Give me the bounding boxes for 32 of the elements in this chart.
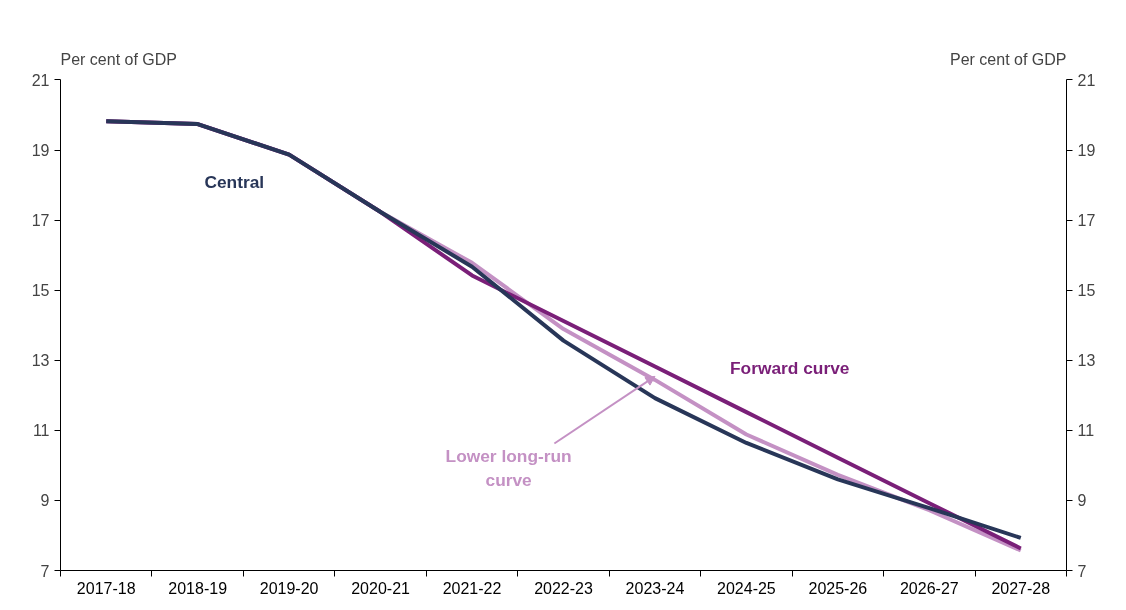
x-tick-label: 2023-24 xyxy=(625,579,685,597)
y2-tick-label: 13 xyxy=(1077,352,1096,370)
text: Lower long-run curve xyxy=(445,446,572,491)
x-tick-label: 2025-26 xyxy=(808,579,868,597)
x-tick-label: 2026-27 xyxy=(899,579,959,597)
x-tick-label: 2018-19 xyxy=(168,579,228,597)
x-tick-label: 2020-21 xyxy=(351,579,411,597)
series-label: Forward curve xyxy=(730,358,850,379)
y-tick-label: 9 xyxy=(40,492,50,510)
y-tick-label: 19 xyxy=(31,142,50,160)
x-tick-label: 2021-22 xyxy=(442,579,502,597)
y2-tick-label: 19 xyxy=(1077,142,1096,160)
y-tick-label: 11 xyxy=(32,422,50,440)
series-label: Central xyxy=(204,171,265,192)
y-tick-label: 17 xyxy=(31,212,50,230)
y2-tick-label: 15 xyxy=(1077,282,1096,300)
y2-tick-label: 7 xyxy=(1077,562,1087,580)
y2-tick-label: 11 xyxy=(1077,422,1095,440)
x-tick-label: 2022-23 xyxy=(534,579,593,597)
x-tick-label: 2019-20 xyxy=(259,579,319,597)
y-axis-title: Per cent of GDP xyxy=(60,50,177,68)
y-tick-label: 13 xyxy=(31,352,50,370)
y2-tick-label: 17 xyxy=(1077,212,1096,230)
y2-tick-label: 21 xyxy=(1077,71,1096,89)
y2-axis-title: Per cent of GDP xyxy=(950,50,1067,68)
x-tick-label: 2017-18 xyxy=(76,579,136,597)
y-tick-label: 21 xyxy=(31,71,50,89)
y-tick-label: 15 xyxy=(31,282,50,300)
x-tick-label: 2027-28 xyxy=(991,579,1051,597)
y-tick-label: 7 xyxy=(40,562,50,580)
y2-tick-label: 9 xyxy=(1077,492,1087,510)
x-tick-label: 2024-25 xyxy=(717,579,776,597)
